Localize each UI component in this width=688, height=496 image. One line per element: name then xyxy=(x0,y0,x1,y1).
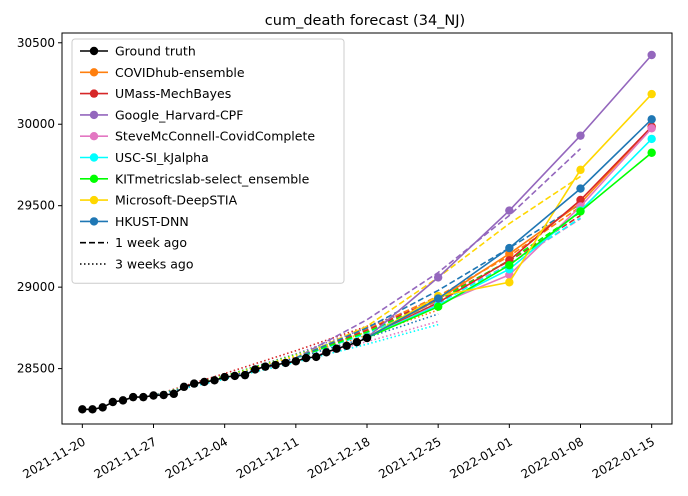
series-point xyxy=(149,391,158,400)
series-point xyxy=(230,371,240,381)
series-point xyxy=(311,352,321,362)
y-tick-label: 30000 xyxy=(17,117,55,131)
series-point xyxy=(647,124,656,133)
series-point xyxy=(200,377,209,387)
series-point xyxy=(322,348,331,357)
series-point xyxy=(118,396,128,405)
series-point xyxy=(210,376,219,385)
legend-label: UMass-MechBayes xyxy=(115,86,231,101)
legend-marker xyxy=(89,68,99,77)
x-tick-label: 2021-12-11 xyxy=(234,434,301,481)
legend-marker xyxy=(89,132,99,141)
legend-label: Google_Harvard-CPF xyxy=(115,107,243,122)
series-point xyxy=(128,392,138,402)
series-point xyxy=(179,382,189,392)
legend-marker xyxy=(89,195,99,205)
series-point xyxy=(169,389,179,399)
series-point xyxy=(505,278,514,287)
legend-label: HKUST-DNN xyxy=(115,214,189,229)
legend-label: Ground truth xyxy=(115,44,196,59)
series-line xyxy=(366,54,653,339)
x-tick-label: 2021-12-18 xyxy=(305,434,372,481)
legend-label: SteveMcConnell-CovidComplete xyxy=(115,129,315,144)
x-tick-label: 2021-12-25 xyxy=(376,434,443,481)
series-point xyxy=(647,89,656,99)
series-line xyxy=(153,323,439,397)
legend-marker xyxy=(89,153,99,162)
series-point xyxy=(250,365,260,374)
series-point xyxy=(291,357,301,366)
series-point xyxy=(505,260,514,270)
series-line xyxy=(295,148,582,359)
x-tick-label: 2021-11-20 xyxy=(20,434,87,481)
series-point xyxy=(433,294,443,303)
series-point xyxy=(352,338,362,347)
series-point xyxy=(647,50,656,60)
legend-label: 3 weeks ago xyxy=(115,257,194,272)
legend-marker xyxy=(89,217,99,226)
legend-marker xyxy=(89,110,99,120)
legend: Ground truth COVIDhub-ensemble UMass-MechB… xyxy=(71,38,345,284)
legend-label: KITmetricslab-select_ensemble xyxy=(115,171,310,186)
series-line xyxy=(366,127,653,339)
series-point xyxy=(576,207,585,216)
legend-marker xyxy=(89,89,99,98)
series-point xyxy=(505,243,514,253)
y-tick-label: 29000 xyxy=(17,280,55,294)
series-line xyxy=(366,118,653,339)
x-tick-label: 2022-01-01 xyxy=(447,434,514,481)
series-point xyxy=(576,165,585,175)
series-point xyxy=(159,390,168,400)
x-tick-label: 2021-12-04 xyxy=(163,434,230,481)
series-point xyxy=(108,397,118,407)
series-point xyxy=(647,148,656,157)
chart-title: cum_death forecast (34_NJ) xyxy=(265,13,465,29)
series-point xyxy=(505,206,514,215)
x-tick-label: 2022-01-08 xyxy=(519,434,586,481)
series-point xyxy=(342,341,351,350)
series-point xyxy=(88,405,97,414)
legend-label: USC-SI_kJalpha xyxy=(115,150,209,165)
series-point xyxy=(240,370,250,380)
legend-marker xyxy=(89,174,99,183)
series-point xyxy=(362,333,372,343)
legend-label: 1 week ago xyxy=(115,235,187,250)
series-point xyxy=(576,184,585,193)
ground-truth xyxy=(78,333,372,414)
series-point xyxy=(189,379,199,388)
series-point xyxy=(332,344,341,353)
legend-label: COVIDhub-ensemble xyxy=(115,65,245,80)
series-point xyxy=(647,115,656,124)
series-line xyxy=(366,138,653,339)
legend-label: Microsoft-DeepSTIA xyxy=(115,193,238,208)
y-tick-label: 30500 xyxy=(17,36,55,50)
series-point xyxy=(78,405,87,414)
x-tick-label: 2022-01-15 xyxy=(590,434,657,481)
series-point xyxy=(271,360,280,370)
plot-area xyxy=(78,50,656,414)
series-point xyxy=(98,403,107,412)
y-tick-label: 29500 xyxy=(17,199,55,213)
x-tick-label: 2021-11-27 xyxy=(92,434,159,481)
series-point xyxy=(433,273,443,282)
series-point xyxy=(139,392,148,402)
series-line xyxy=(366,126,653,339)
y-tick-label: 28500 xyxy=(17,362,55,376)
series-point xyxy=(261,362,270,371)
series-point xyxy=(301,353,311,363)
series-point xyxy=(576,131,585,140)
series-line xyxy=(295,203,581,359)
legend-box xyxy=(71,38,345,284)
series-point xyxy=(220,372,229,382)
series-point xyxy=(647,134,656,144)
series-point xyxy=(433,302,443,311)
series-point xyxy=(281,358,290,368)
legend-marker xyxy=(89,46,99,56)
series-point xyxy=(576,195,585,205)
series-line xyxy=(366,126,653,339)
series-line xyxy=(153,300,439,397)
